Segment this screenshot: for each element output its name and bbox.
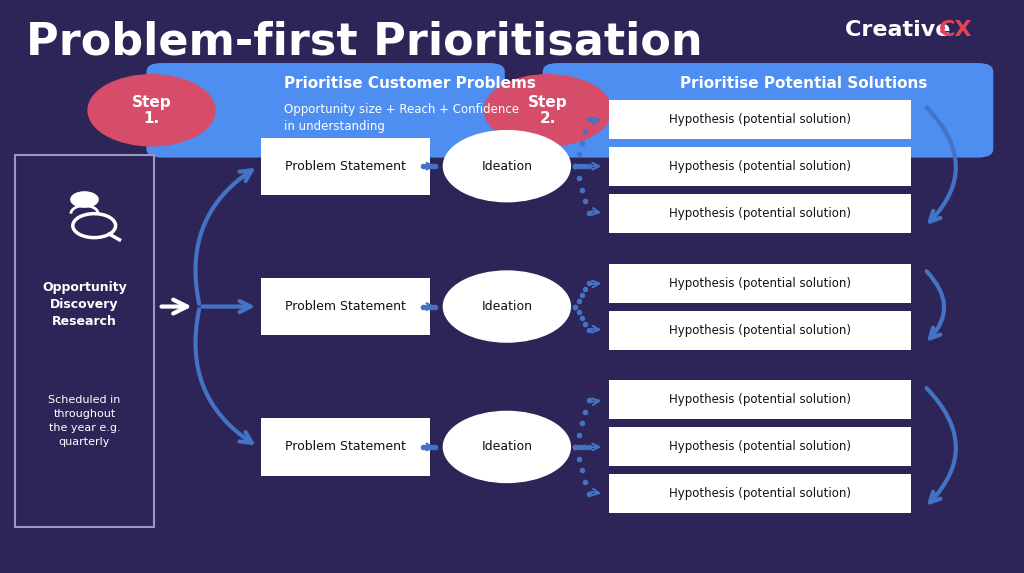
Text: Scheduled in
throughout
the year e.g.
quarterly: Scheduled in throughout the year e.g. qu… (48, 395, 121, 448)
Circle shape (71, 192, 98, 207)
Text: Problem-first Prioritisation: Problem-first Prioritisation (26, 20, 702, 63)
FancyBboxPatch shape (261, 418, 430, 476)
Circle shape (484, 74, 611, 146)
FancyBboxPatch shape (609, 100, 911, 139)
FancyBboxPatch shape (609, 380, 911, 419)
Circle shape (443, 411, 570, 482)
Text: Hypothesis (potential solution): Hypothesis (potential solution) (670, 394, 851, 406)
Text: Ideation: Ideation (481, 160, 532, 172)
Text: Prioritise Potential Solutions: Prioritise Potential Solutions (680, 76, 928, 91)
FancyBboxPatch shape (15, 155, 154, 527)
FancyBboxPatch shape (543, 63, 993, 158)
FancyBboxPatch shape (261, 138, 430, 195)
Circle shape (443, 271, 570, 342)
Text: CX: CX (939, 20, 973, 40)
Text: Ideation: Ideation (481, 441, 532, 453)
Text: Ideation: Ideation (481, 300, 532, 313)
Text: Prioritise Customer Problems: Prioritise Customer Problems (284, 76, 536, 91)
Text: Hypothesis (potential solution): Hypothesis (potential solution) (670, 207, 851, 219)
Text: Problem Statement: Problem Statement (285, 300, 407, 313)
FancyBboxPatch shape (609, 194, 911, 233)
Text: Hypothesis (potential solution): Hypothesis (potential solution) (670, 277, 851, 289)
Circle shape (88, 74, 215, 146)
Text: Solution-problem-fit + Effort: Solution-problem-fit + Effort (680, 103, 848, 116)
Circle shape (443, 131, 570, 202)
Text: Problem Statement: Problem Statement (285, 441, 407, 453)
FancyBboxPatch shape (261, 278, 430, 335)
Text: Step
1.: Step 1. (132, 95, 171, 126)
Text: Hypothesis (potential solution): Hypothesis (potential solution) (670, 324, 851, 336)
Text: Hypothesis (potential solution): Hypothesis (potential solution) (670, 441, 851, 453)
FancyBboxPatch shape (609, 427, 911, 466)
Text: Opportunity size + Reach + Confidence
in understanding: Opportunity size + Reach + Confidence in… (284, 103, 518, 133)
FancyBboxPatch shape (609, 264, 911, 303)
FancyBboxPatch shape (146, 63, 505, 158)
Text: Hypothesis (potential solution): Hypothesis (potential solution) (670, 113, 851, 125)
Text: Step
2.: Step 2. (528, 95, 567, 126)
FancyBboxPatch shape (609, 311, 911, 350)
FancyBboxPatch shape (609, 474, 911, 513)
Text: Hypothesis (potential solution): Hypothesis (potential solution) (670, 488, 851, 500)
FancyBboxPatch shape (609, 147, 911, 186)
Text: Opportunity
Discovery
Research: Opportunity Discovery Research (42, 281, 127, 328)
Text: Creative: Creative (845, 20, 957, 40)
Text: Hypothesis (potential solution): Hypothesis (potential solution) (670, 160, 851, 172)
Text: Problem Statement: Problem Statement (285, 160, 407, 172)
